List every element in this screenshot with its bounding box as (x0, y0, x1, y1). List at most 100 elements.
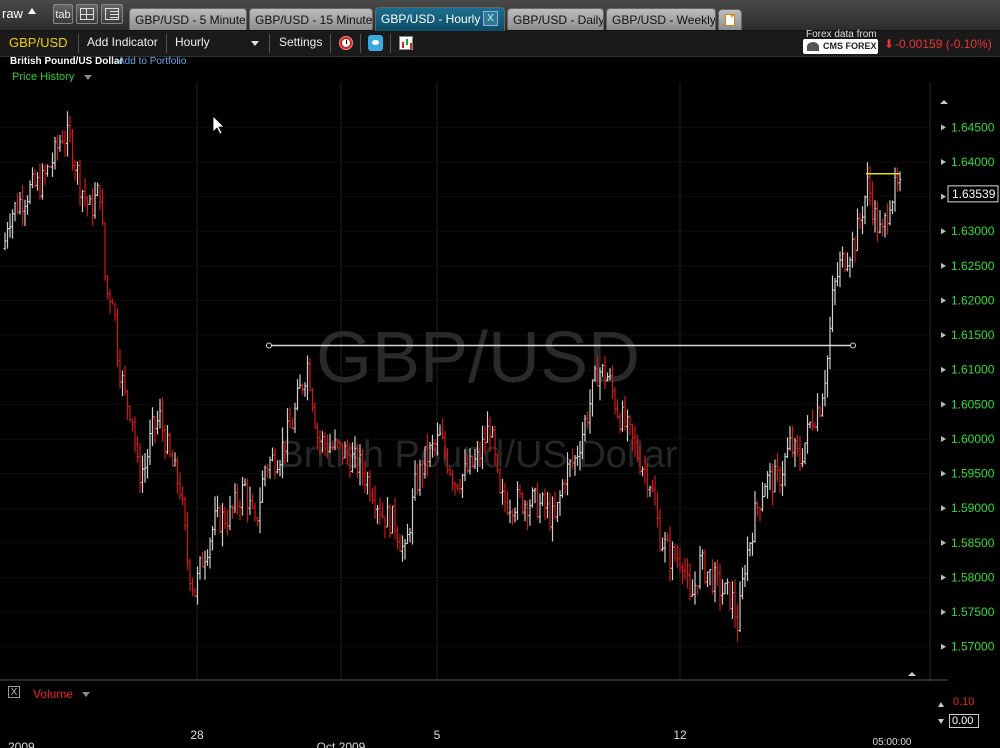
chevron-down-icon[interactable] (251, 41, 259, 46)
price-tick-label: 1.64000 (951, 155, 995, 169)
price-tick-label: 1.61000 (951, 363, 995, 377)
scroll-down-icon[interactable] (938, 719, 944, 724)
tick-marker-icon (941, 228, 946, 235)
mouse-cursor-icon (212, 115, 225, 135)
close-icon: X (487, 13, 494, 24)
tab-label: GBP/USD - 5 Minute (135, 13, 246, 27)
tab-daily[interactable]: GBP/USD - Daily (507, 8, 604, 30)
settings-button[interactable]: Settings (279, 35, 323, 49)
price-tick-label: 1.57000 (951, 640, 995, 654)
tick-marker-icon (941, 505, 946, 512)
twitter-icon[interactable] (368, 35, 383, 51)
current-price-box (947, 185, 999, 203)
time-axis: 2009 28 Oct 2009 5 12 05:00:00 (8, 728, 912, 748)
workspace-caret-icon[interactable] (28, 8, 36, 14)
new-page-icon (725, 14, 735, 26)
chevron-down-icon[interactable] (82, 692, 90, 697)
tab-label: GBP/USD - Hourly (381, 12, 481, 26)
tick-marker-icon (941, 470, 946, 477)
chart-background (0, 82, 1000, 748)
tick-marker-icon (941, 401, 946, 408)
price-tick-label: 1.62500 (951, 259, 995, 273)
chart-gridlines (0, 82, 930, 680)
tick-marker-icon (941, 193, 946, 200)
tick-marker-icon (941, 262, 946, 269)
price-tick-label: 1.59000 (951, 501, 995, 515)
workspace-label[interactable]: raw (2, 6, 23, 21)
add-indicator-button[interactable]: Add Indicator (87, 35, 158, 49)
tab-5-minute[interactable]: GBP/USD - 5 Minute (129, 8, 247, 30)
trendline-handle[interactable] (850, 342, 856, 349)
tick-marker-icon (941, 158, 946, 165)
tab-label: GBP/USD - Weekly (612, 13, 716, 27)
interval-dropdown[interactable]: Hourly (175, 35, 210, 49)
volume-toggle[interactable]: X (8, 686, 20, 698)
volume-min-label: 0.00 (949, 714, 979, 728)
down-arrow-icon: ⬇ (884, 37, 895, 51)
tick-marker-icon (941, 643, 946, 650)
trendline-handle[interactable] (266, 342, 272, 349)
grid-view-button[interactable] (76, 4, 98, 24)
price-tick-label: 1.63000 (951, 224, 995, 238)
symbol-selector[interactable]: GBP/USD (9, 35, 68, 50)
tab-view-label: tab (55, 9, 71, 21)
tick-marker-icon (941, 124, 946, 131)
volume-max-label: 0.10 (953, 696, 975, 708)
price-tick-label: 1.59500 (951, 467, 995, 481)
tick-marker-icon (941, 435, 946, 442)
price-tick-label: 1.62000 (951, 293, 995, 307)
pair-full-name: British Pound/US Dollar (10, 56, 124, 67)
ohlc-bar (898, 171, 902, 192)
add-to-portfolio-link[interactable]: Add to Portfolio (118, 56, 187, 67)
watermark-symbol: GBP/USD (316, 318, 640, 398)
scroll-up-icon[interactable] (940, 100, 948, 104)
toolbar-divider (78, 34, 79, 53)
tab-label: GBP/USD - Daily (513, 13, 604, 27)
tick-marker-icon (941, 297, 946, 304)
price-history-panel-label[interactable]: Price History (12, 71, 75, 83)
chevron-down-icon[interactable] (84, 75, 92, 80)
toolbar-divider (330, 34, 331, 53)
time-tick-label: 12 (673, 728, 687, 742)
volume-panel-label[interactable]: Volume (33, 687, 74, 701)
current-price-label: 1.63539 (952, 187, 996, 201)
toolbar-divider (360, 34, 361, 53)
drawn-lines[interactable] (266, 172, 901, 349)
time-tick-label: 05:00:00 (873, 737, 912, 748)
scroll-up-icon[interactable] (938, 702, 944, 707)
close-tab-button[interactable]: X (483, 11, 498, 26)
tab-15-minute[interactable]: GBP/USD - 15 Minute (249, 8, 373, 30)
tab-weekly[interactable]: GBP/USD - Weekly (606, 8, 716, 30)
current-price-marker: 1.63539 (947, 185, 999, 203)
tab-label: GBP/USD - 15 Minute (255, 13, 373, 27)
scroll-down-icon[interactable] (908, 672, 916, 676)
data-source-label: Forex data from (806, 29, 877, 40)
ohlc-bars (3, 111, 902, 642)
price-change: -0.00159 (-0.10%) (895, 37, 992, 51)
new-tab-button[interactable] (718, 9, 742, 30)
price-tick-label: 1.60000 (951, 432, 995, 446)
tick-marker-icon (941, 366, 946, 373)
toolbar-divider (166, 34, 167, 53)
time-tick-label: 28 (190, 728, 204, 742)
price-axis[interactable]: 1.645001.640001.635001.630001.625001.620… (941, 120, 995, 654)
time-tick-label: Oct 2009 (317, 740, 366, 748)
list-icon (105, 8, 119, 20)
alarm-clock-icon[interactable] (339, 36, 353, 50)
cms-forex-logo[interactable]: CMS FOREX (803, 39, 878, 54)
chart-export-icon[interactable] (399, 36, 413, 50)
tick-marker-icon (941, 332, 946, 339)
tab-view-button[interactable]: tab (53, 4, 73, 24)
time-tick-label: 5 (434, 728, 441, 742)
list-view-button[interactable] (101, 4, 123, 24)
tick-marker-icon (941, 539, 946, 546)
toolbar-divider (269, 34, 270, 53)
tick-marker-icon (941, 574, 946, 581)
price-tick-label: 1.60500 (951, 397, 995, 411)
tick-marker-icon (941, 609, 946, 616)
price-tick-label: 1.58000 (951, 570, 995, 584)
price-chart[interactable]: GBP/USD British Pound/US Dollar 1.64500 1… (0, 82, 1000, 748)
price-tick-label: 1.57500 (951, 605, 995, 619)
price-tick-label: 1.61500 (951, 328, 995, 342)
watermark-name: British Pound/US Dollar (278, 434, 678, 476)
